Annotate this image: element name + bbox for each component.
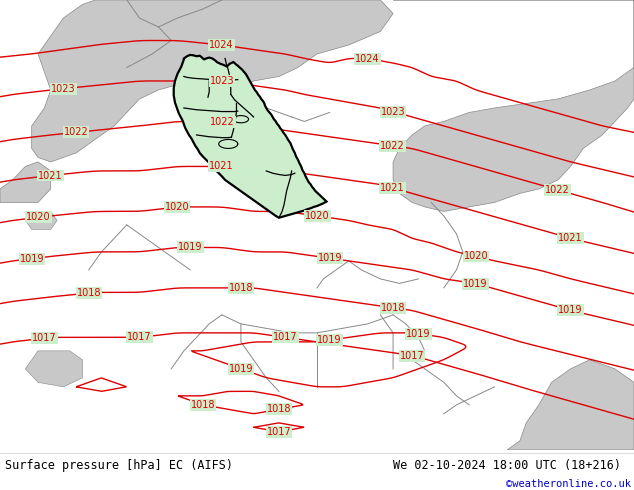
- Text: 1020: 1020: [26, 212, 51, 222]
- Text: Surface pressure [hPa] EC (AIFS): Surface pressure [hPa] EC (AIFS): [5, 460, 233, 472]
- Text: 1019: 1019: [406, 329, 431, 339]
- Text: 1022: 1022: [210, 117, 235, 127]
- Text: 1018: 1018: [191, 400, 215, 410]
- Polygon shape: [25, 351, 82, 387]
- Text: 1022: 1022: [545, 185, 570, 195]
- Polygon shape: [507, 360, 634, 450]
- Text: 1017: 1017: [267, 427, 291, 437]
- Text: 1019: 1019: [318, 335, 342, 345]
- Text: 1020: 1020: [463, 251, 488, 262]
- Text: 1018: 1018: [229, 283, 253, 293]
- Text: 1023: 1023: [51, 84, 75, 94]
- Text: 1017: 1017: [127, 332, 152, 342]
- Text: 1023: 1023: [381, 107, 406, 117]
- Text: 1021: 1021: [380, 183, 405, 193]
- Text: 1019: 1019: [558, 305, 583, 315]
- Text: 1019: 1019: [318, 253, 342, 263]
- Polygon shape: [0, 162, 51, 202]
- Text: We 02-10-2024 18:00 UTC (18+216): We 02-10-2024 18:00 UTC (18+216): [393, 460, 621, 472]
- Polygon shape: [32, 0, 393, 162]
- Text: 1017: 1017: [399, 350, 424, 361]
- Text: 1018: 1018: [77, 288, 101, 298]
- Text: 1024: 1024: [209, 40, 234, 50]
- Text: 1019: 1019: [229, 364, 253, 374]
- Text: 1023: 1023: [210, 76, 235, 86]
- Text: 1019: 1019: [20, 254, 44, 264]
- Polygon shape: [174, 55, 327, 218]
- Text: 1017: 1017: [273, 332, 298, 343]
- Text: 1020: 1020: [305, 211, 330, 221]
- Text: 1019: 1019: [463, 279, 488, 289]
- Text: ©weatheronline.co.uk: ©weatheronline.co.uk: [506, 479, 631, 489]
- Text: 1021: 1021: [209, 161, 234, 172]
- Polygon shape: [393, 0, 634, 211]
- Polygon shape: [25, 211, 57, 229]
- Text: 1022: 1022: [380, 141, 405, 151]
- Text: 1018: 1018: [381, 303, 406, 313]
- Text: 1020: 1020: [165, 202, 190, 212]
- Text: 1018: 1018: [267, 404, 292, 415]
- Text: 1017: 1017: [32, 333, 57, 343]
- Text: 1019: 1019: [178, 243, 203, 252]
- Text: 1022: 1022: [63, 127, 88, 137]
- Text: 1024: 1024: [355, 54, 380, 64]
- Text: 1021: 1021: [558, 233, 583, 243]
- Text: 1021: 1021: [38, 171, 63, 180]
